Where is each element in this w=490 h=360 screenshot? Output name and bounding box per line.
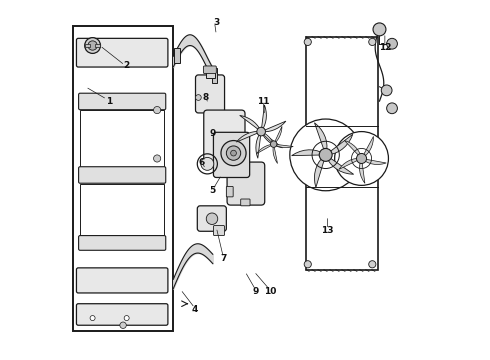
FancyBboxPatch shape	[78, 93, 166, 110]
Bar	[306, 37, 378, 270]
Polygon shape	[315, 123, 327, 155]
Bar	[205, 71, 215, 78]
Polygon shape	[339, 158, 362, 169]
FancyBboxPatch shape	[226, 186, 233, 197]
Text: 11: 11	[257, 96, 269, 105]
Circle shape	[319, 148, 332, 161]
Bar	[85, 44, 90, 47]
FancyBboxPatch shape	[197, 206, 226, 231]
Bar	[95, 44, 100, 47]
Text: 3: 3	[213, 18, 220, 27]
Polygon shape	[326, 134, 353, 155]
Circle shape	[206, 213, 218, 225]
Circle shape	[257, 127, 266, 136]
Circle shape	[226, 146, 241, 160]
Bar	[174, 48, 180, 63]
Polygon shape	[315, 155, 326, 188]
Polygon shape	[236, 131, 261, 142]
Circle shape	[387, 39, 397, 49]
Polygon shape	[362, 136, 373, 158]
Circle shape	[85, 38, 100, 53]
Circle shape	[357, 153, 367, 163]
FancyBboxPatch shape	[203, 66, 216, 73]
Text: 10: 10	[264, 287, 276, 296]
FancyBboxPatch shape	[214, 226, 224, 235]
Circle shape	[231, 150, 236, 156]
Polygon shape	[360, 158, 365, 183]
Circle shape	[90, 316, 95, 320]
Circle shape	[221, 140, 246, 166]
Circle shape	[381, 85, 392, 96]
Polygon shape	[261, 121, 286, 132]
Polygon shape	[362, 158, 386, 165]
Text: 12: 12	[379, 43, 391, 52]
Text: 9: 9	[252, 287, 259, 296]
Text: 4: 4	[192, 305, 198, 314]
Circle shape	[373, 23, 386, 36]
Circle shape	[368, 261, 376, 268]
FancyBboxPatch shape	[241, 199, 250, 206]
Circle shape	[368, 39, 376, 45]
Circle shape	[201, 157, 214, 170]
Text: 6: 6	[199, 158, 205, 167]
Bar	[73, 26, 173, 330]
Circle shape	[335, 132, 389, 185]
Circle shape	[290, 119, 362, 191]
Text: 5: 5	[210, 186, 216, 195]
Circle shape	[304, 261, 311, 268]
Circle shape	[88, 41, 97, 50]
Polygon shape	[274, 126, 282, 144]
Bar	[80, 110, 164, 167]
FancyBboxPatch shape	[227, 162, 265, 205]
Circle shape	[120, 322, 126, 328]
FancyBboxPatch shape	[214, 132, 250, 177]
Circle shape	[196, 95, 201, 100]
Text: 7: 7	[220, 255, 227, 264]
Bar	[80, 184, 164, 235]
Polygon shape	[326, 155, 354, 174]
Polygon shape	[256, 132, 261, 158]
FancyBboxPatch shape	[204, 110, 245, 164]
Polygon shape	[273, 144, 277, 163]
Bar	[212, 68, 218, 83]
Text: 9: 9	[210, 129, 216, 138]
FancyBboxPatch shape	[196, 75, 224, 113]
Circle shape	[270, 141, 277, 147]
Polygon shape	[259, 131, 274, 144]
FancyBboxPatch shape	[76, 268, 168, 293]
Circle shape	[304, 39, 311, 45]
Circle shape	[153, 155, 161, 162]
Text: 2: 2	[123, 61, 130, 70]
Circle shape	[153, 107, 161, 114]
FancyBboxPatch shape	[78, 235, 166, 250]
Polygon shape	[256, 144, 274, 154]
FancyBboxPatch shape	[76, 304, 168, 325]
Circle shape	[387, 103, 397, 114]
Polygon shape	[274, 144, 294, 148]
Polygon shape	[240, 115, 261, 132]
FancyBboxPatch shape	[78, 167, 166, 183]
Polygon shape	[292, 150, 326, 156]
Text: 13: 13	[321, 226, 334, 235]
Polygon shape	[344, 140, 362, 158]
FancyBboxPatch shape	[76, 39, 168, 67]
Circle shape	[124, 316, 129, 320]
Polygon shape	[261, 132, 283, 148]
Text: 8: 8	[202, 93, 209, 102]
Text: 1: 1	[106, 96, 112, 105]
Polygon shape	[261, 105, 267, 132]
